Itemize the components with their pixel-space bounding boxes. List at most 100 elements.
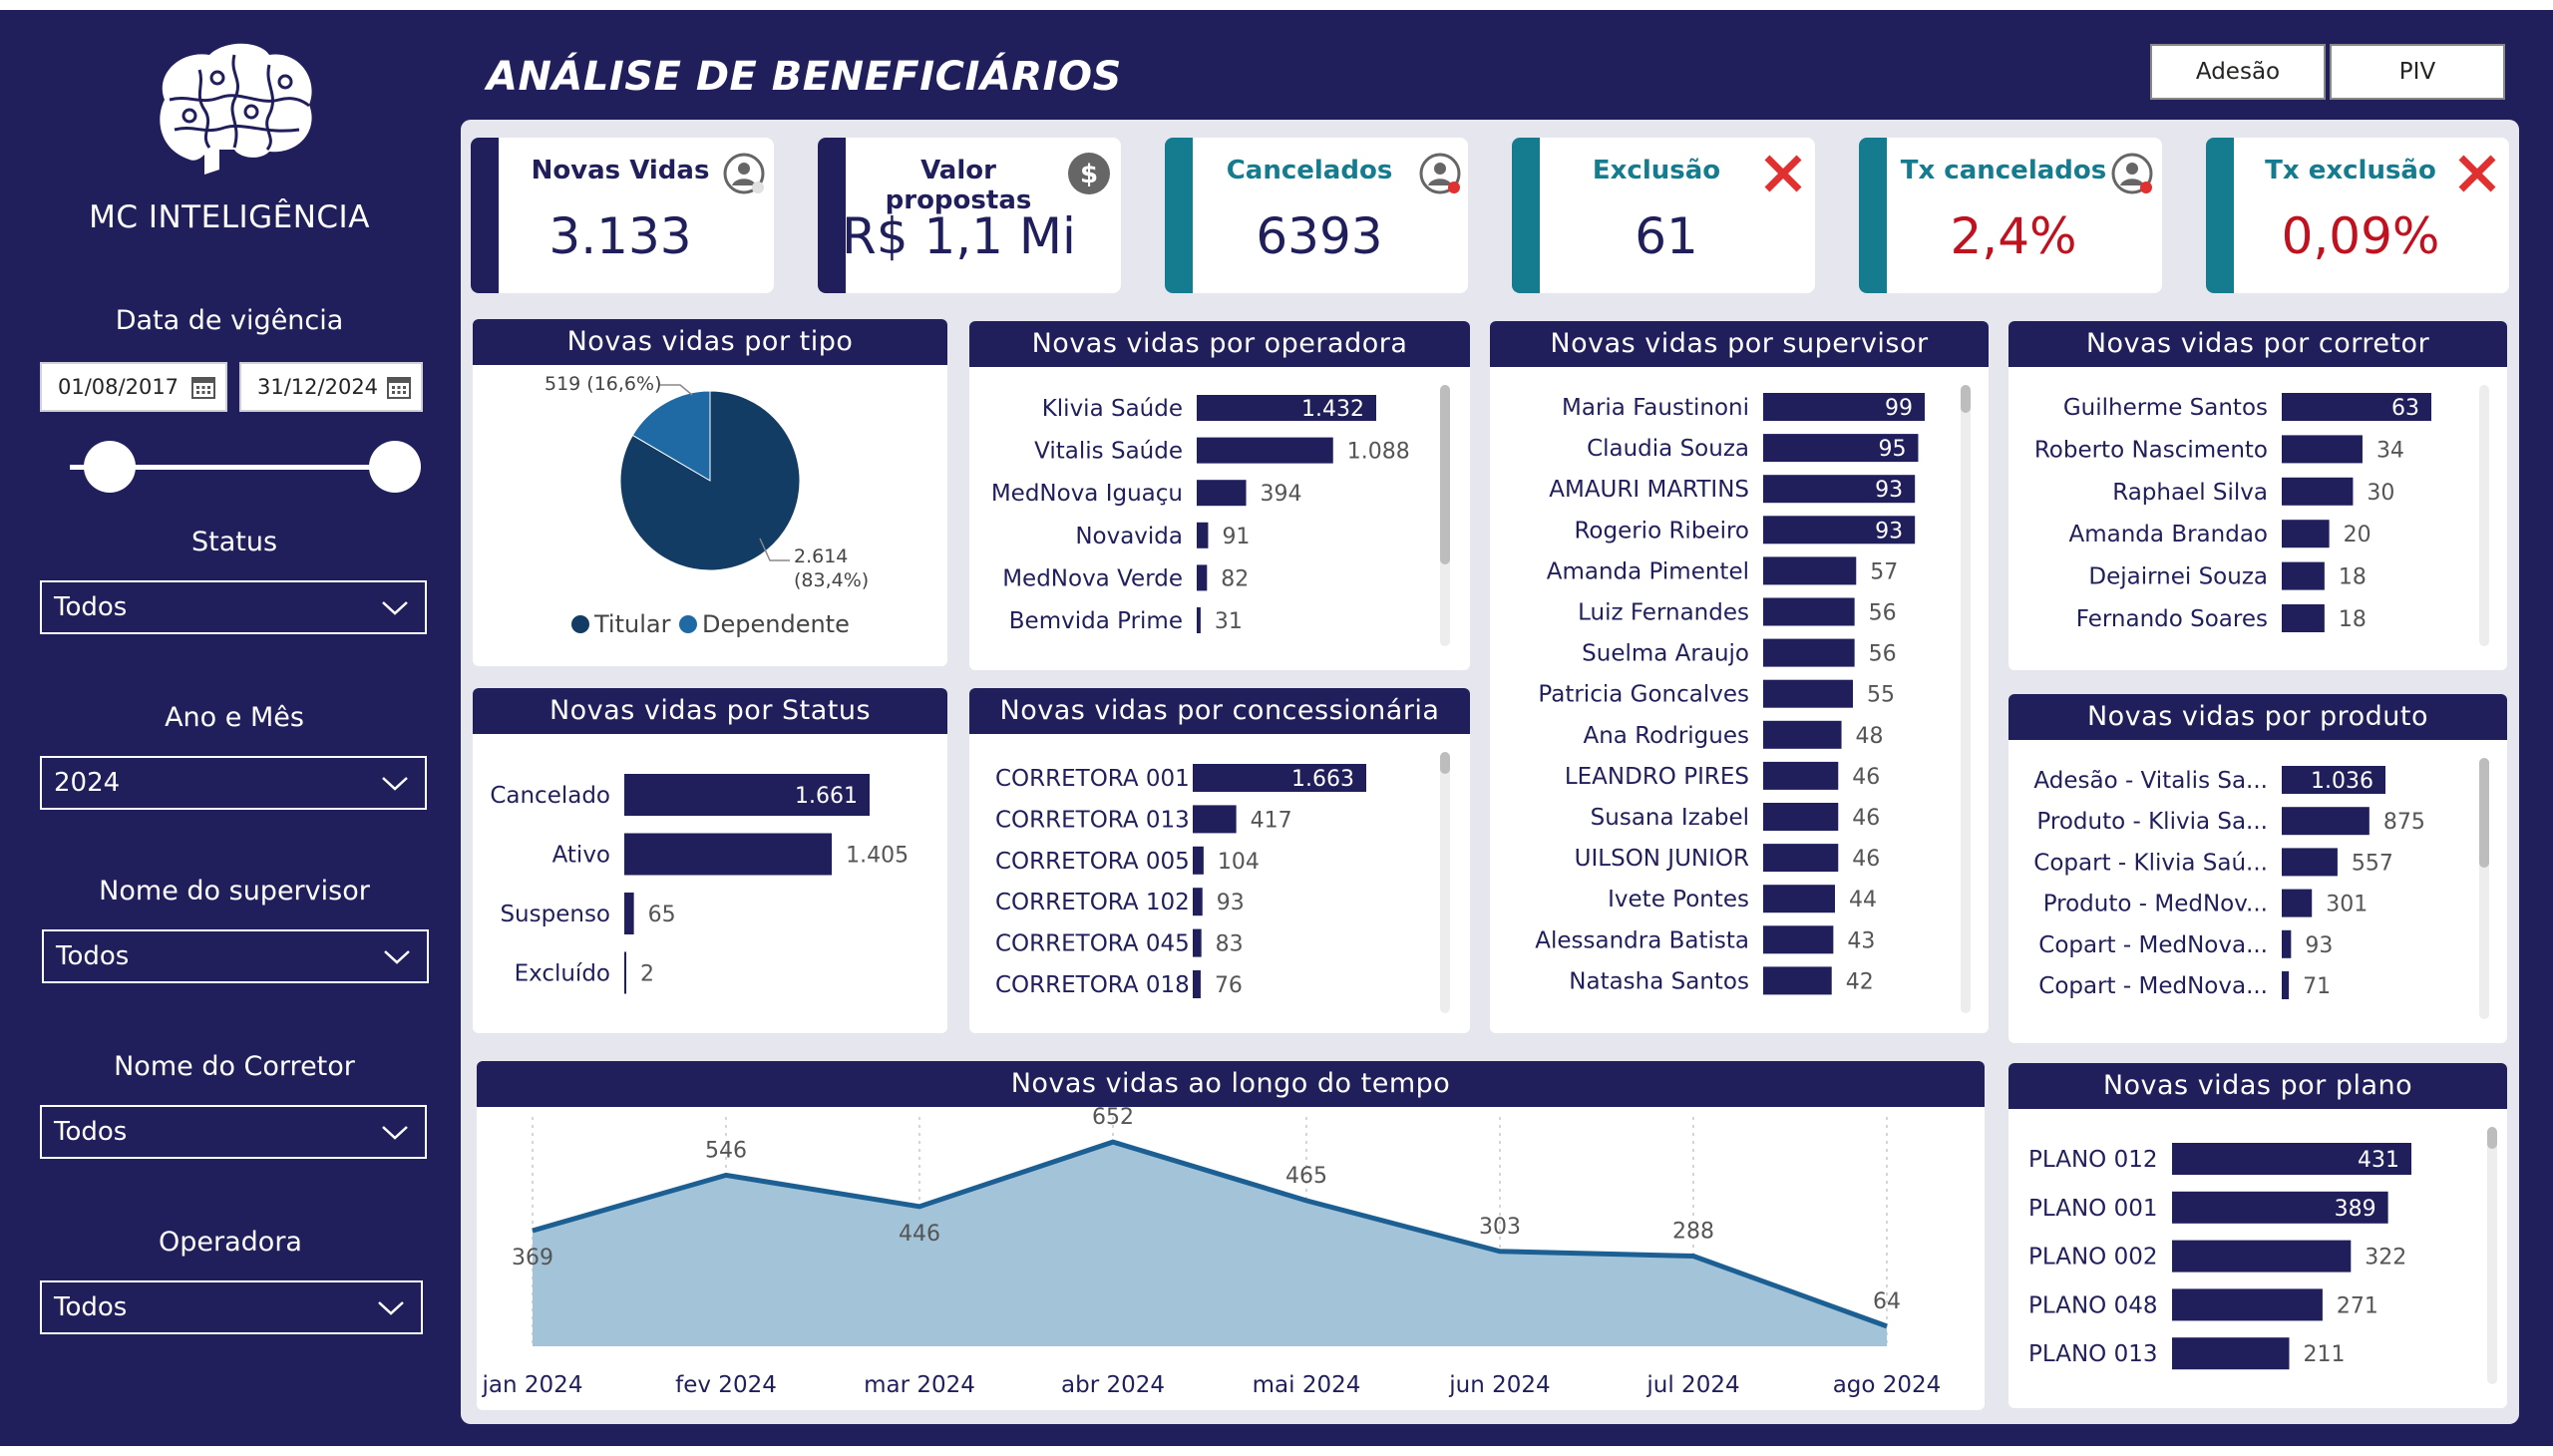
bar[interactable] — [1763, 434, 1919, 463]
kpi-tx-exclusao: Tx exclusão 0,09% — [2206, 138, 2509, 293]
bar-value-label: 1.661 — [795, 784, 858, 809]
status-dropdown[interactable]: Todos — [40, 580, 427, 634]
bar[interactable] — [624, 833, 833, 876]
bar[interactable] — [1763, 393, 1925, 421]
bar[interactable] — [2172, 1143, 2411, 1175]
bar[interactable] — [1763, 761, 1839, 790]
x-tick-label: abr 2024 — [1061, 1372, 1165, 1398]
bar-value-label: 46 — [1852, 806, 1880, 831]
x-tick-label: mar 2024 — [864, 1372, 975, 1398]
bar[interactable] — [2282, 929, 2292, 958]
x-tick-label: fev 2024 — [675, 1372, 777, 1398]
date-range-slider[interactable] — [66, 439, 425, 495]
slider-handle-start[interactable] — [84, 441, 136, 493]
bar[interactable] — [1197, 607, 1201, 633]
bar-value-label: 18 — [2339, 607, 2367, 632]
bar[interactable] — [624, 951, 626, 994]
panel-novas-vidas-plano: Novas vidas por plano PLANO 012 431 PLANO … — [2008, 1063, 2507, 1408]
date-filter-label: Data de vigência — [115, 305, 344, 336]
bar[interactable] — [2172, 1337, 2290, 1370]
bar[interactable] — [2282, 889, 2313, 917]
scroll-thumb[interactable] — [1440, 385, 1450, 564]
scrollbar[interactable] — [1440, 752, 1450, 1013]
pie-slice-dependente[interactable] — [631, 390, 711, 482]
bar[interactable] — [1763, 720, 1842, 749]
scrollbar[interactable] — [2479, 758, 2489, 1019]
bar[interactable] — [1763, 803, 1839, 831]
bar-category-label: CORRETORA 001 — [995, 766, 1190, 792]
bar[interactable] — [1763, 925, 1834, 954]
bar[interactable] — [2172, 1288, 2323, 1321]
bar-category-label: CORRETORA 102 — [995, 890, 1190, 915]
bar[interactable] — [2282, 561, 2325, 590]
scrollbar[interactable] — [2479, 385, 2489, 646]
bar[interactable] — [1763, 475, 1916, 504]
pie-slice-titular[interactable] — [619, 390, 801, 571]
bar[interactable] — [1193, 805, 1237, 834]
supervisor-dropdown[interactable]: Todos — [42, 929, 429, 983]
piv-button[interactable]: PIV — [2330, 44, 2505, 100]
ano-mes-dropdown[interactable]: 2024 — [40, 756, 427, 810]
bar-category-label: Vitalis Saúde — [1034, 439, 1183, 465]
bar-value-label: 63 — [2391, 396, 2419, 421]
calendar-icon[interactable] — [385, 373, 413, 401]
bar[interactable] — [1197, 395, 1376, 421]
bar[interactable] — [1763, 844, 1839, 873]
bar[interactable] — [1197, 564, 1208, 591]
kpi-accent — [1859, 138, 1887, 293]
bar[interactable] — [1763, 885, 1835, 913]
bar[interactable] — [1193, 764, 1366, 792]
bar-chart-plano: PLANO 012 431 PLANO 001 389 PLANO 002 322 PLAN… — [2028, 1143, 2411, 1370]
bar[interactable] — [2282, 604, 2325, 632]
scrollbar[interactable] — [1440, 385, 1450, 646]
scroll-thumb[interactable] — [1440, 752, 1450, 774]
bar-chart-produto: Adesão - Vitalis Sa... 1.036 Produto - Kli… — [2033, 766, 2425, 999]
bar[interactable] — [1763, 966, 1832, 995]
calendar-icon[interactable] — [189, 373, 217, 401]
end-date-input[interactable]: 31/12/2024 — [239, 362, 423, 412]
bar[interactable] — [1193, 888, 1203, 916]
scrollbar[interactable] — [1961, 385, 1971, 1013]
corretor-dropdown[interactable]: Todos — [40, 1105, 427, 1159]
bar[interactable] — [1763, 516, 1916, 545]
adesao-button[interactable]: Adesão — [2150, 44, 2326, 100]
supervisor-dropdown-value: Todos — [56, 941, 130, 971]
bar-chart-status: Cancelado 1.661 Ativo 1.405 Suspenso 65 Excluí… — [490, 774, 909, 994]
operadora-dropdown[interactable]: Todos — [40, 1280, 423, 1334]
x-tick-label: jul 2024 — [1645, 1372, 1739, 1398]
bar[interactable] — [2282, 848, 2338, 877]
slider-handle-end[interactable] — [369, 441, 421, 493]
bar[interactable] — [1197, 480, 1247, 507]
bar[interactable] — [2172, 1191, 2388, 1224]
bar[interactable] — [1763, 597, 1855, 626]
bar[interactable] — [2282, 807, 2370, 836]
bar[interactable] — [2282, 477, 2354, 506]
bar[interactable] — [2282, 766, 2385, 794]
bar-category-label: Excluído — [515, 961, 610, 987]
scroll-thumb[interactable] — [2479, 758, 2489, 868]
bar[interactable] — [2282, 520, 2330, 548]
bar[interactable] — [1193, 846, 1204, 875]
start-date-input[interactable]: 01/08/2017 — [40, 362, 227, 412]
bar-value-label: 55 — [1867, 683, 1895, 708]
bar[interactable] — [2282, 393, 2431, 421]
bar[interactable] — [1763, 679, 1853, 708]
area-line[interactable] — [532, 1139, 1888, 1329]
bar[interactable] — [1193, 928, 1202, 957]
x-icon — [1764, 155, 1802, 192]
bar[interactable] — [1197, 437, 1333, 464]
bar[interactable] — [624, 893, 634, 934]
bar[interactable] — [1197, 522, 1209, 548]
bar[interactable] — [1193, 970, 1201, 998]
scroll-thumb[interactable] — [1961, 385, 1971, 413]
legend-dependente-label: Dependente — [702, 610, 850, 638]
bar[interactable] — [2172, 1240, 2352, 1273]
bar[interactable] — [2282, 971, 2290, 999]
panel-novas-vidas-corretor: Novas vidas por corretor Guilherme Santo… — [2008, 321, 2507, 670]
bar[interactable] — [1763, 556, 1857, 585]
scroll-thumb[interactable] — [2487, 1127, 2497, 1149]
bar[interactable] — [2282, 435, 2363, 464]
bar[interactable] — [624, 774, 870, 816]
scrollbar[interactable] — [2487, 1127, 2497, 1384]
bar[interactable] — [1763, 638, 1855, 667]
